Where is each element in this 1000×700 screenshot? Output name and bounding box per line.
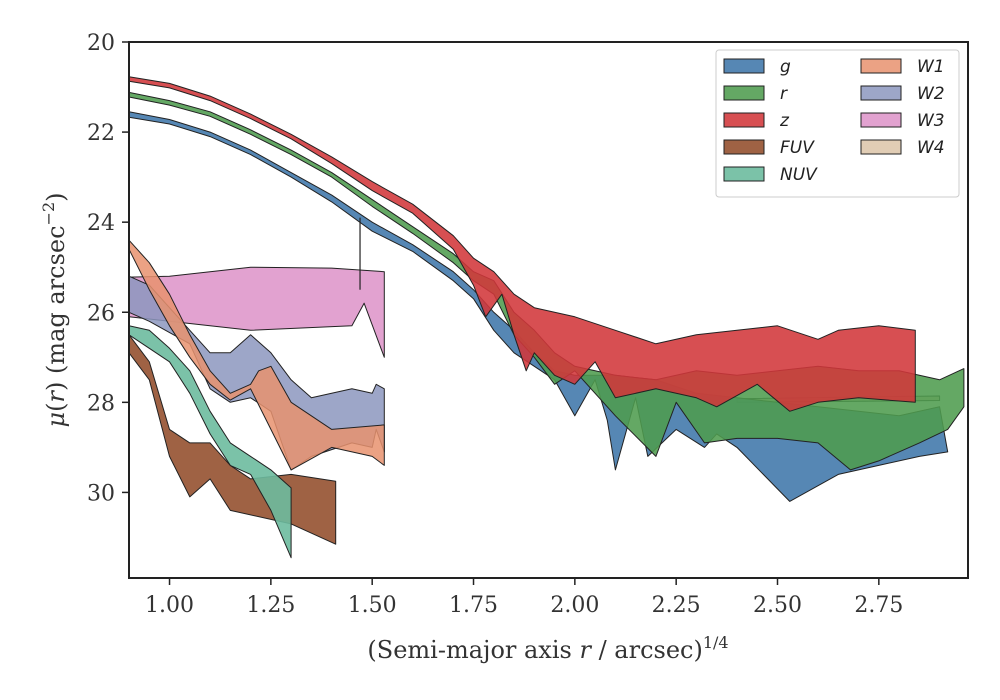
x-tick-label: 1.00	[145, 593, 194, 618]
area-z	[128, 76, 916, 412]
x-tick-label: 2.00	[550, 593, 599, 618]
legend-swatch-w2	[860, 85, 902, 101]
legend-swatch-g	[723, 58, 765, 74]
y-tick-label: 20	[87, 31, 115, 56]
legend-label-w4: W4	[917, 138, 945, 158]
x-tick-label: 2.75	[854, 593, 903, 618]
legend-swatch-w1	[860, 58, 902, 74]
y-tick-label: 22	[87, 121, 115, 146]
x-tick-label: 1.50	[348, 593, 397, 618]
y-tick-label: 24	[87, 211, 115, 236]
y-tick-label: 30	[87, 481, 115, 506]
x-tick-label: 2.25	[652, 593, 701, 618]
legend-label-z: z	[779, 111, 790, 131]
legend-swatch-nuv	[723, 166, 765, 182]
y-tick-label: 28	[87, 391, 115, 416]
legend-label-w3: W3	[917, 111, 945, 131]
legend-label-w1: W1	[917, 57, 945, 77]
area-nuv	[128, 325, 292, 559]
legend-label-w2: W2	[917, 84, 945, 104]
legend-swatch-w4	[860, 139, 902, 155]
legend-swatch-r	[723, 85, 765, 101]
x-tick-label: 2.50	[753, 593, 802, 618]
x-tick-label: 1.75	[449, 593, 498, 618]
legend-label-g: g	[780, 57, 791, 77]
y-axis: 20 22 24 26 28 30	[87, 31, 129, 506]
legend: grz FUV NUV W1 W2 W3 W4	[715, 49, 960, 198]
x-axis: 1.00 1.25 1.50 1.75 2.00 2.25 2.50 2.75	[145, 578, 903, 618]
legend-label-r: r	[780, 84, 788, 104]
x-axis-title: (Semi-major axis r / arcsec)1/4	[367, 633, 728, 664]
y-axis-title: μ(r) (mag arcsec−2)	[39, 192, 70, 427]
series-areas	[128, 76, 965, 559]
y-tick-label: 26	[87, 301, 115, 326]
area-w1	[128, 239, 385, 471]
legend-label-fuv: FUV	[780, 138, 815, 158]
legend-swatch-w3	[860, 112, 902, 128]
legend-label-nuv: NUV	[780, 165, 818, 185]
legend-swatch-fuv	[723, 139, 765, 155]
plot-frame	[128, 41, 969, 579]
legend-swatch-z	[723, 112, 765, 128]
x-tick-label: 1.25	[246, 593, 295, 618]
